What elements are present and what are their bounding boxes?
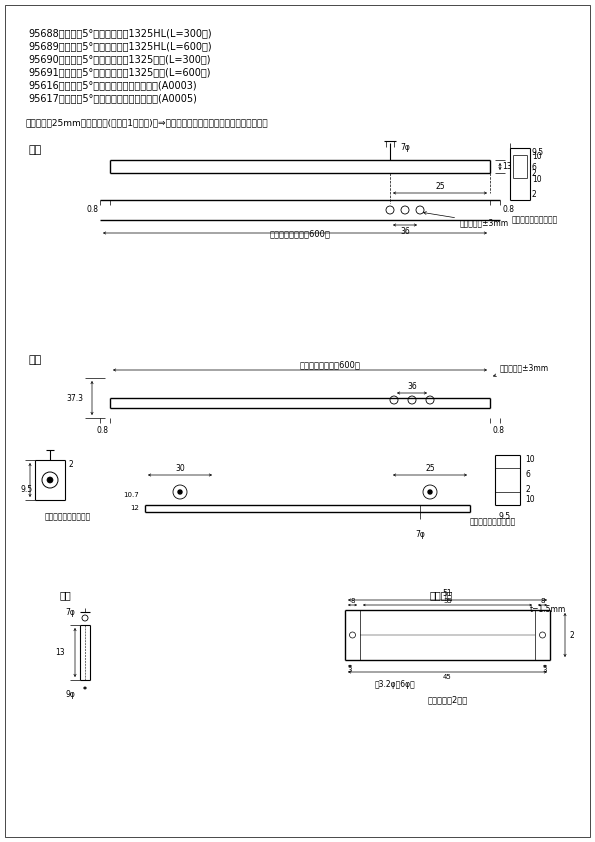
Text: 9.5: 9.5	[20, 485, 32, 494]
Text: 2: 2	[532, 190, 537, 199]
Text: 10: 10	[532, 175, 541, 184]
Text: 30: 30	[175, 464, 185, 473]
Text: （図は端カバー省略）: （図は端カバー省略）	[45, 512, 91, 521]
Text: 横フレーム外寸　600迄: 横フレーム外寸 600迄	[270, 229, 330, 238]
Text: （図は端カバー省略）: （図は端カバー省略）	[470, 517, 516, 526]
Text: 2: 2	[532, 169, 537, 178]
Text: 10.7: 10.7	[123, 492, 139, 498]
Text: 6: 6	[525, 470, 530, 479]
Text: 2: 2	[525, 485, 530, 494]
Text: 微調整範囲±3mm: 微調整範囲±3mm	[493, 363, 549, 376]
Text: 9.5: 9.5	[499, 512, 511, 521]
Text: 36: 36	[400, 227, 410, 236]
Text: 9.5: 9.5	[532, 148, 544, 157]
Text: 25: 25	[435, 182, 445, 191]
Text: 0.8: 0.8	[492, 426, 504, 435]
Text: 12: 12	[130, 505, 139, 511]
Text: 横フレーム外寸　600迄: 横フレーム外寸 600迄	[299, 360, 361, 369]
Circle shape	[47, 477, 53, 483]
Text: （図は端カバー省略）: （図は端カバー省略）	[512, 215, 558, 224]
Text: 取付ビス（2本）: 取付ビス（2本）	[427, 695, 468, 704]
Text: 10: 10	[532, 152, 541, 161]
Text: t=1.5mm: t=1.5mm	[530, 605, 566, 614]
Text: 3: 3	[347, 667, 352, 673]
Text: 95688　ステン5°ハカマ蝶番　1325HL(L=300辺): 95688 ステン5°ハカマ蝶番 1325HL(L=300辺)	[28, 28, 212, 38]
Text: 微調整範囲±3mm: 微調整範囲±3mm	[424, 211, 509, 227]
Text: 上用: 上用	[28, 145, 41, 155]
Text: 8: 8	[350, 598, 355, 604]
Text: 95689　ステン5°ハカマ蝶番　1325HL(L=600辺): 95689 ステン5°ハカマ蝶番 1325HL(L=600辺)	[28, 41, 212, 51]
Text: 3: 3	[543, 667, 547, 673]
Text: －3.2φ穴6φ皿: －3.2φ穴6φ皿	[375, 680, 416, 689]
Text: 9φ: 9φ	[65, 690, 75, 699]
Text: 25: 25	[425, 464, 435, 473]
Text: 7φ: 7φ	[415, 530, 425, 539]
Text: 2: 2	[68, 460, 73, 469]
Text: 7φ: 7φ	[400, 143, 410, 152]
Text: 95690　ステン5°ハカマ蝶番　1325磨き(L=300辺): 95690 ステン5°ハカマ蝶番 1325磨き(L=300辺)	[28, 54, 211, 64]
Text: 51: 51	[443, 589, 452, 598]
Text: 13: 13	[502, 162, 512, 171]
Text: 7φ: 7φ	[65, 608, 75, 617]
Text: 35: 35	[443, 598, 452, 604]
Text: 36: 36	[407, 382, 417, 391]
Text: 下用: 下用	[28, 355, 41, 365]
Text: 95617　ステン5°ハカマ蝶番　鍵前セット(A0005): 95617 ステン5°ハカマ蝶番 鍵前セット(A0005)	[28, 93, 197, 103]
Text: 0.8: 0.8	[86, 205, 98, 214]
Text: 13: 13	[55, 648, 65, 657]
Text: 95616　ステン5°ハカマ蝶番　鍵前セット(A0003): 95616 ステン5°ハカマ蝶番 鍵前セット(A0003)	[28, 80, 196, 90]
Text: ハカマ蝶番25mm仕様　本体(左右各1個ずつ)　⇒図は右吹元仕様で鍵前をセットしたもので: ハカマ蝶番25mm仕様 本体(左右各1個ずつ) ⇒図は右吹元仕様で鍵前をセットし…	[25, 118, 268, 127]
Text: 0.8: 0.8	[502, 205, 514, 214]
Text: 37.3: 37.3	[67, 393, 83, 402]
Circle shape	[428, 490, 432, 494]
Text: 2: 2	[570, 631, 575, 640]
Text: 錠前受座: 錠前受座	[430, 590, 453, 600]
Text: 95691　ステン5°ハカマ蝶番　1325磨き(L=600辺): 95691 ステン5°ハカマ蝶番 1325磨き(L=600辺)	[28, 67, 211, 77]
Text: 45: 45	[443, 674, 452, 680]
Circle shape	[178, 490, 182, 494]
Text: 10: 10	[525, 455, 535, 464]
Text: 受座: 受座	[59, 590, 71, 600]
Text: 10: 10	[525, 495, 535, 504]
Text: 6: 6	[532, 163, 537, 172]
Text: 8: 8	[540, 598, 545, 604]
Text: 0.8: 0.8	[96, 426, 108, 435]
